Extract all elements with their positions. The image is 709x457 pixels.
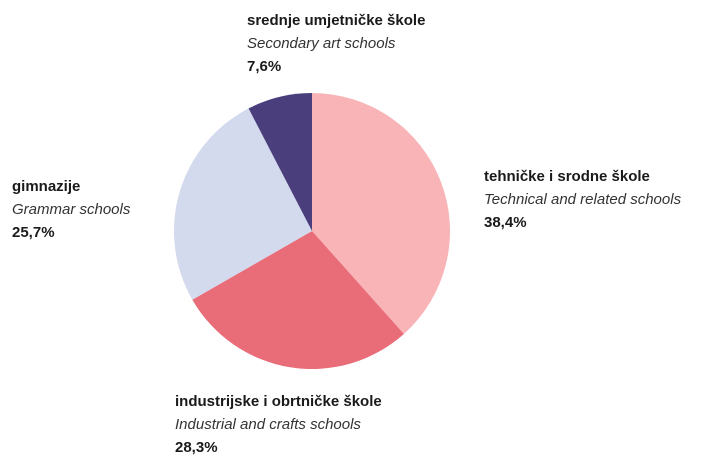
slice-value-label: 7,6% [247,58,281,75]
pie-slice [192,231,404,370]
pie-slice [248,93,312,231]
slice-value-label: 28,3% [175,439,218,456]
pie-slice [312,93,450,334]
slice-translation: Technical and related schools [484,191,682,208]
slice-translation: Industrial and crafts schools [175,416,361,433]
slice-label: gimnazije [12,178,80,195]
slice-label: tehničke i srodne škole [484,168,650,185]
slice-translation: Grammar schools [12,201,131,218]
slice-value-label: 38,4% [484,214,527,231]
slice-translation: Secondary art schools [247,35,396,52]
slice-label: industrijske i obrtničke škole [175,393,382,410]
slice-label: srednje umjetničke škole [247,12,425,29]
slice-value-label: 25,7% [12,224,55,241]
pie-slice [173,108,312,300]
